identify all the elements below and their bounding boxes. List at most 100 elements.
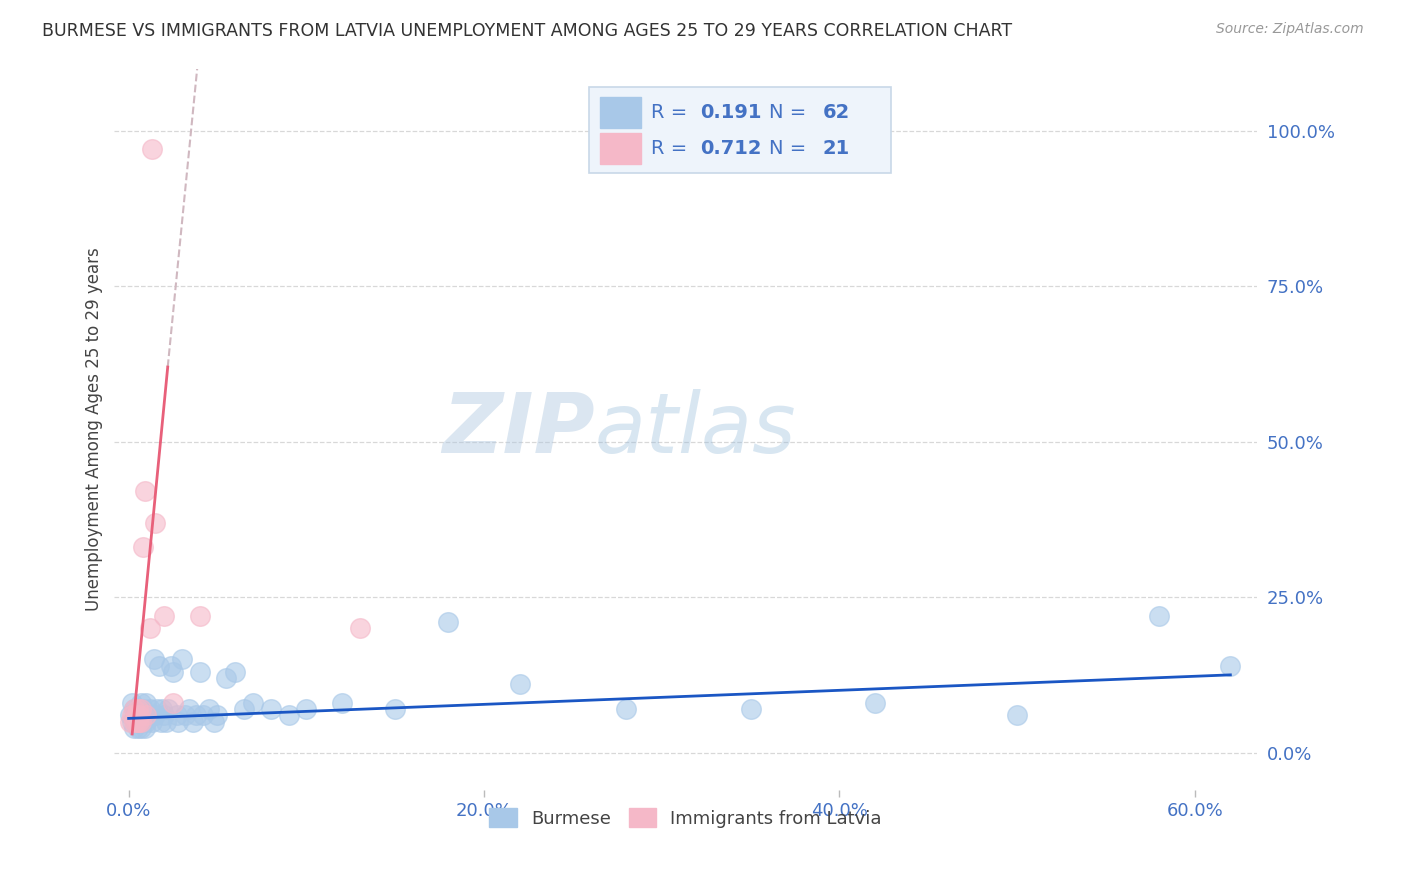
Point <box>740 702 762 716</box>
Text: N =: N = <box>769 103 813 122</box>
Point <box>127 721 149 735</box>
Point <box>132 541 155 555</box>
Point <box>260 702 283 716</box>
Text: atlas: atlas <box>595 389 796 470</box>
Point <box>202 714 225 729</box>
Point <box>153 708 176 723</box>
Point <box>1219 658 1241 673</box>
Point <box>125 708 148 723</box>
FancyBboxPatch shape <box>600 134 641 164</box>
Point <box>155 714 177 729</box>
Point <box>141 714 163 729</box>
Point <box>121 708 143 723</box>
Point <box>330 696 353 710</box>
Point <box>233 702 256 716</box>
Point <box>153 608 176 623</box>
Text: 0.712: 0.712 <box>700 139 762 158</box>
Point <box>121 714 143 729</box>
Point <box>224 665 246 679</box>
Point <box>277 708 299 723</box>
Point <box>128 714 150 729</box>
Point <box>127 714 149 729</box>
Point <box>156 702 179 716</box>
Point <box>136 708 159 723</box>
Point <box>132 714 155 729</box>
Point <box>177 702 200 716</box>
Point <box>122 702 145 716</box>
Point <box>186 708 208 723</box>
Point <box>120 708 142 723</box>
FancyBboxPatch shape <box>589 87 891 173</box>
Legend: Burmese, Immigrants from Latvia: Burmese, Immigrants from Latvia <box>482 801 889 835</box>
Text: R =: R = <box>651 103 695 122</box>
Point <box>122 714 145 729</box>
Point <box>160 658 183 673</box>
Point <box>129 721 152 735</box>
FancyBboxPatch shape <box>600 97 641 128</box>
Text: R =: R = <box>651 139 695 158</box>
Point <box>188 608 211 623</box>
Point <box>437 615 460 629</box>
Point <box>127 702 149 716</box>
Point <box>141 142 163 156</box>
Point <box>134 484 156 499</box>
Y-axis label: Unemployment Among Ages 25 to 29 years: Unemployment Among Ages 25 to 29 years <box>86 247 103 611</box>
Point <box>139 702 162 716</box>
Point <box>863 696 886 710</box>
Point <box>1005 708 1028 723</box>
Point <box>121 696 143 710</box>
Text: 0.191: 0.191 <box>700 103 762 122</box>
Point <box>197 702 219 716</box>
Point <box>128 708 150 723</box>
Point <box>125 714 148 729</box>
Point <box>129 702 152 716</box>
Point <box>149 714 172 729</box>
Point <box>120 714 142 729</box>
Point <box>129 696 152 710</box>
Point <box>167 714 190 729</box>
Point <box>134 721 156 735</box>
Point <box>135 708 157 723</box>
Point <box>148 658 170 673</box>
Point <box>1149 608 1171 623</box>
Point <box>150 702 173 716</box>
Point <box>135 696 157 710</box>
Point <box>170 652 193 666</box>
Point <box>349 621 371 635</box>
Point <box>146 702 169 716</box>
Point <box>295 702 318 716</box>
Point <box>143 516 166 530</box>
Point <box>188 665 211 679</box>
Point <box>166 708 188 723</box>
Point <box>134 708 156 723</box>
Point <box>384 702 406 716</box>
Point <box>128 708 150 723</box>
Point <box>143 708 166 723</box>
Point <box>125 714 148 729</box>
Point <box>614 702 637 716</box>
Point <box>132 702 155 716</box>
Point <box>242 696 264 710</box>
Point <box>127 702 149 716</box>
Point <box>135 714 157 729</box>
Point <box>162 696 184 710</box>
Point <box>193 708 215 723</box>
Point <box>142 652 165 666</box>
Point <box>129 714 152 729</box>
Text: 21: 21 <box>823 139 851 158</box>
Point <box>509 677 531 691</box>
Point <box>181 714 204 729</box>
Point <box>139 621 162 635</box>
Text: ZIP: ZIP <box>441 389 595 470</box>
Point <box>125 708 148 723</box>
Point <box>207 708 229 723</box>
Point <box>174 708 197 723</box>
Point <box>128 714 150 729</box>
Point <box>215 671 238 685</box>
Point <box>122 721 145 735</box>
Text: Source: ZipAtlas.com: Source: ZipAtlas.com <box>1216 22 1364 37</box>
Point <box>162 665 184 679</box>
Point <box>122 702 145 716</box>
Text: BURMESE VS IMMIGRANTS FROM LATVIA UNEMPLOYMENT AMONG AGES 25 TO 29 YEARS CORRELA: BURMESE VS IMMIGRANTS FROM LATVIA UNEMPL… <box>42 22 1012 40</box>
Text: N =: N = <box>769 139 813 158</box>
